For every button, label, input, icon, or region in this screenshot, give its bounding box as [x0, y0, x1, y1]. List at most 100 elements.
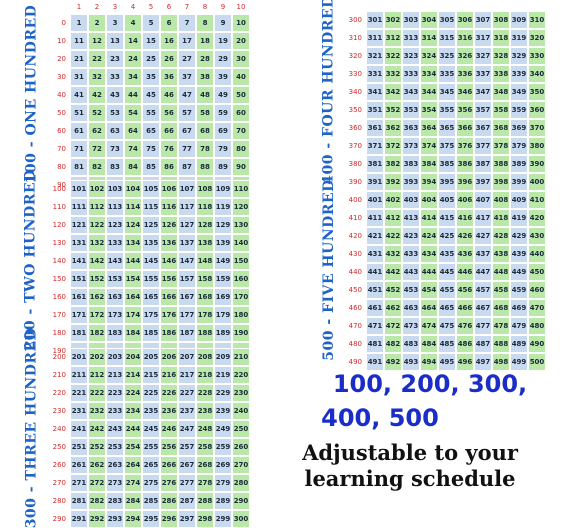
- number-cell: 279: [214, 474, 232, 492]
- number-cell: 454: [420, 281, 438, 299]
- number-cell: 236: [160, 402, 178, 420]
- number-cell: 4: [124, 14, 142, 32]
- number-cell: 341: [366, 83, 384, 101]
- number-cell: 303: [402, 11, 420, 29]
- number-cell: 240: [232, 402, 250, 420]
- column-label: 9: [220, 3, 226, 11]
- number-cell: 152: [88, 270, 106, 288]
- number-cell: 261: [70, 456, 88, 474]
- number-cell: 286: [160, 492, 178, 510]
- row-label: 420: [348, 232, 362, 240]
- number-cell: 281: [70, 492, 88, 510]
- number-cell: 140: [232, 234, 250, 252]
- number-cell: 238: [196, 402, 214, 420]
- number-cell: 209: [214, 348, 232, 366]
- number-cell: 306: [456, 11, 474, 29]
- number-cell: 291: [70, 510, 88, 528]
- number-cell: 435: [438, 245, 456, 263]
- number-cell: 55: [142, 104, 160, 122]
- number-cell: 18: [196, 32, 214, 50]
- number-cell: 415: [438, 209, 456, 227]
- number-cell: 292: [88, 510, 106, 528]
- number-cell: 417: [474, 209, 492, 227]
- number-cell: 253: [106, 438, 124, 456]
- number-cell: 104: [124, 180, 142, 198]
- number-cell: 220: [232, 366, 250, 384]
- number-cell: 448: [492, 263, 510, 281]
- number-cell: 125: [142, 216, 160, 234]
- number-cell: 88: [196, 158, 214, 176]
- number-cell: 136: [160, 234, 178, 252]
- number-cell: 393: [402, 173, 420, 191]
- number-cell: 353: [402, 101, 420, 119]
- headline-line-1: 100, 200, 300,: [332, 370, 528, 398]
- number-cell: 334: [420, 65, 438, 83]
- row-labels: 100 110 120 130 140 150 160 170 180 190: [50, 180, 66, 360]
- number-cell: 84: [124, 158, 142, 176]
- number-cell: 233: [106, 402, 124, 420]
- number-cell: 399: [510, 173, 528, 191]
- number-cell: 248: [196, 420, 214, 438]
- number-cell: 61: [70, 122, 88, 140]
- number-cell: 262: [88, 456, 106, 474]
- number-cell: 316: [456, 29, 474, 47]
- number-cell: 38: [196, 68, 214, 86]
- number-cell: 491: [366, 353, 384, 371]
- number-cell: 319: [510, 29, 528, 47]
- number-cell: 423: [402, 227, 420, 245]
- number-cell: 410: [528, 191, 546, 209]
- number-cell: 438: [492, 245, 510, 263]
- number-cell: 276: [160, 474, 178, 492]
- number-cell: 285: [142, 492, 160, 510]
- number-cell: 463: [402, 299, 420, 317]
- number-cell: 111: [70, 198, 88, 216]
- row-label: 110: [52, 203, 66, 211]
- number-cell: 453: [402, 281, 420, 299]
- number-cell: 90: [232, 158, 250, 176]
- number-cell: 364: [420, 119, 438, 137]
- panel-title: 400 - FOUR HUNDRED: [321, 0, 337, 185]
- number-cell: 85: [142, 158, 160, 176]
- number-cell: 188: [196, 324, 214, 342]
- number-cell: 110: [232, 180, 250, 198]
- row-label: 240: [52, 425, 66, 433]
- number-cell: 484: [420, 335, 438, 353]
- row-label: 190: [52, 347, 66, 355]
- number-cell: 335: [438, 65, 456, 83]
- number-cell: 156: [160, 270, 178, 288]
- number-cell: 212: [88, 366, 106, 384]
- number-cell: 421: [366, 227, 384, 245]
- number-cell: 185: [142, 324, 160, 342]
- number-cell: 2: [88, 14, 106, 32]
- number-cell: 439: [510, 245, 528, 263]
- number-cell: 181: [70, 324, 88, 342]
- number-cell: 320: [528, 29, 546, 47]
- number-cell: 260: [232, 438, 250, 456]
- number-cell: 388: [492, 155, 510, 173]
- number-cell: 394: [420, 173, 438, 191]
- number-cell: 211: [70, 366, 88, 384]
- number-cell: 32: [88, 68, 106, 86]
- number-cell: 428: [492, 227, 510, 245]
- number-cell: 39: [214, 68, 232, 86]
- row-label: 270: [52, 479, 66, 487]
- number-cell: 496: [456, 353, 474, 371]
- number-cell: 348: [492, 83, 510, 101]
- number-cell: 384: [420, 155, 438, 173]
- row-label: 470: [348, 322, 362, 330]
- number-cell: 157: [178, 270, 196, 288]
- number-cell: 418: [492, 209, 510, 227]
- number-cell: 268: [196, 456, 214, 474]
- number-cell: 354: [420, 101, 438, 119]
- row-label: 130: [52, 239, 66, 247]
- number-cell: 401: [366, 191, 384, 209]
- number-cell: 226: [160, 384, 178, 402]
- number-cell: 329: [510, 47, 528, 65]
- number-cell: 37: [178, 68, 196, 86]
- number-cell: 163: [106, 288, 124, 306]
- row-label: 250: [52, 443, 66, 451]
- number-cell: 358: [492, 101, 510, 119]
- number-cell: 304: [420, 11, 438, 29]
- number-cell: 490: [528, 335, 546, 353]
- number-cell: 182: [88, 324, 106, 342]
